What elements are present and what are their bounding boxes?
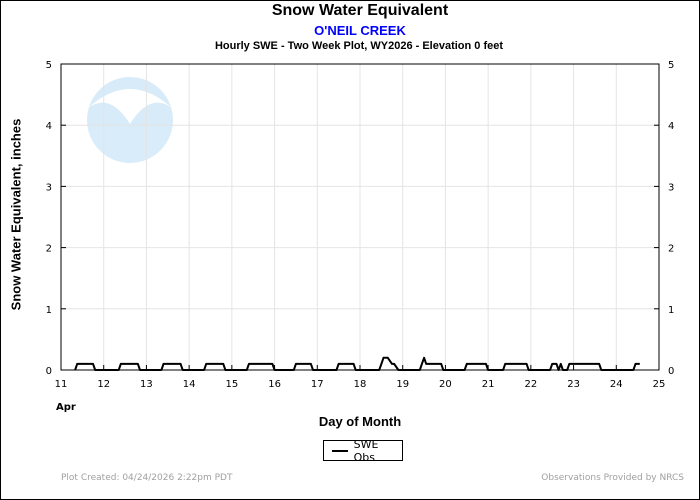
x-tick-label: 14 [183,379,196,390]
x-axis-title: Day of Month [318,414,402,429]
data-provider-note: Observations Provided by NRCS [541,473,684,483]
x-tick-label: 15 [225,379,238,390]
y-tick-label-right: 5 [668,60,674,71]
noaa-logo-globe [87,77,173,163]
x-tick-label: 23 [567,379,580,390]
noaa-logo-bird [88,89,172,124]
chart-subtitle: Hourly SWE - Two Week Plot, WY2026 - Ele… [214,40,504,52]
y-tick-label-left: 2 [46,244,52,255]
y-tick-label-left: 1 [46,305,52,316]
y-tick-label-right: 3 [668,182,674,193]
x-tick-label: 13 [140,379,153,390]
chart-title: Snow Water Equivalent [271,2,449,19]
x-tick-label: 25 [653,379,666,390]
noaa-logo-text: NOAA [111,92,150,107]
y-tick-label-right: 0 [668,366,674,377]
y-tick-label-right: 2 [668,244,674,255]
x-tick-label: 19 [396,379,409,390]
y-tick-label-right: 4 [668,121,674,132]
x-tick-label: 20 [439,379,452,390]
noaa-logo: NOAA [87,77,173,163]
x-tick-label: 21 [482,379,495,390]
x-tick-label: 18 [354,379,367,390]
y-tick-label-left: 4 [46,121,52,132]
y-axis-title: Snow Water Equivalent, inches [8,118,24,311]
legend-swatch [332,449,348,452]
y-tick-label-left: 5 [46,60,52,71]
y-tick-label-left: 3 [46,182,52,193]
y-tick-label-left: 0 [46,366,52,377]
y-tick-label-right: 1 [668,305,674,316]
x-tick-label: 24 [610,379,623,390]
plot-created-note: Plot Created: 04/24/2026 2:22pm PDT [61,473,233,483]
x-tick-label: 17 [311,379,324,390]
series-line-swe-obs [74,356,640,371]
x-month-label: Apr [56,402,76,413]
x-tick-label: 12 [97,379,110,390]
station-name: O'NEIL CREEK [314,23,406,38]
x-tick-label: 16 [268,379,281,390]
x-tick-label: 22 [524,379,537,390]
legend-label: SWE Obs [353,437,379,464]
chart-legend: SWE Obs [323,437,403,464]
x-tick-label: 11 [55,379,68,390]
